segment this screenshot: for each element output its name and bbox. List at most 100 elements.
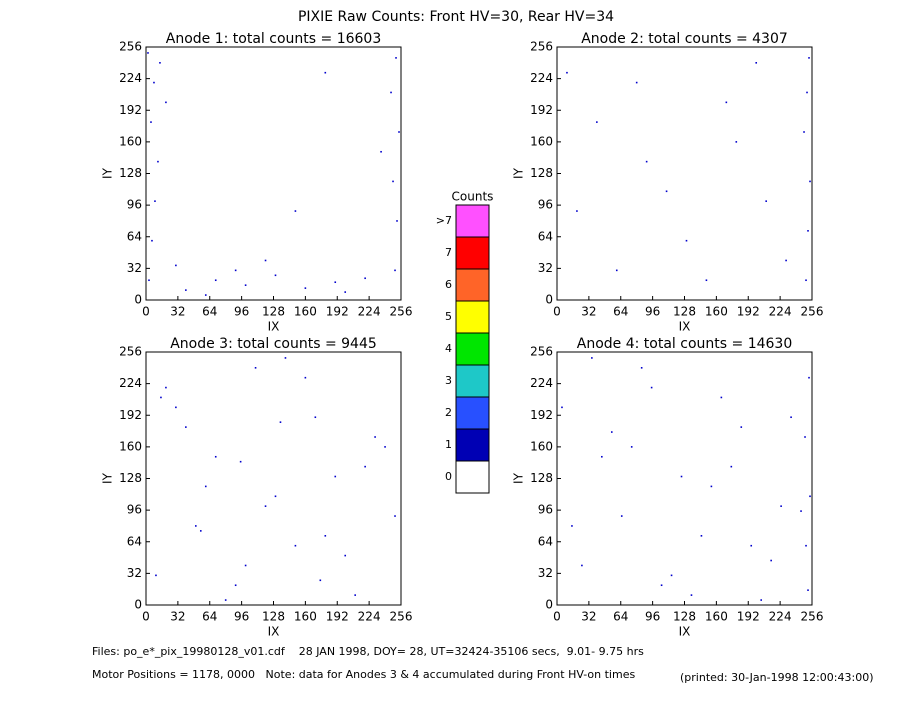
x-tick-label: 256: [801, 610, 824, 624]
count-dot: [224, 599, 227, 601]
count-dot: [264, 259, 267, 262]
count-dot: [805, 279, 807, 282]
x-tick-label: 0: [142, 610, 150, 624]
y-tick-label: 0: [134, 293, 142, 307]
count-dot: [710, 485, 713, 488]
y-tick-label: 96: [127, 503, 142, 517]
count-dot: [610, 431, 613, 433]
count-dot: [155, 574, 157, 577]
plot-frame: [556, 351, 813, 606]
x-tick-label: 224: [769, 305, 792, 319]
count-dot: [234, 584, 237, 587]
x-tick-label: 128: [673, 305, 696, 319]
x-tick-label: 224: [358, 305, 381, 319]
count-dot: [685, 239, 688, 242]
count-dot: [344, 291, 347, 293]
page-title: PIXIE Raw Counts: Front HV=30, Rear HV=3…: [298, 9, 614, 25]
panel-title: Anode 3: total counts = 9445: [170, 336, 377, 352]
count-dot: [390, 91, 392, 94]
count-dot: [808, 376, 810, 379]
count-dot: [148, 279, 150, 282]
count-dot: [204, 294, 207, 296]
count-dot: [175, 406, 177, 409]
count-dot: [630, 446, 633, 448]
y-tick-label: 128: [530, 166, 553, 180]
y-tick-label: 224: [119, 376, 142, 390]
color-box: [455, 236, 490, 270]
y-tick-label: 128: [119, 166, 142, 180]
count-dot: [765, 200, 767, 202]
count-dot: [620, 515, 623, 517]
count-dot: [244, 564, 247, 567]
x-tick-label: 96: [234, 610, 249, 624]
count-dot: [680, 475, 683, 478]
color-box: [455, 300, 490, 334]
count-dot: [153, 81, 155, 84]
y-tick-label: 96: [127, 198, 142, 212]
count-dot: [808, 57, 810, 59]
x-tick-label: 128: [262, 610, 285, 624]
count-dot: [800, 510, 802, 512]
x-tick-label: 256: [390, 305, 413, 319]
count-dot: [334, 281, 337, 284]
count-dot: [760, 599, 762, 601]
count-dot: [150, 121, 152, 123]
count-dot: [160, 396, 162, 399]
count-dot: [254, 367, 257, 369]
count-dot: [185, 289, 187, 291]
y-tick-label: 64: [538, 229, 553, 243]
plot-frame: [556, 46, 813, 301]
count-dot: [596, 121, 598, 123]
x-axis-label: IX: [268, 320, 280, 334]
count-dot: [640, 367, 643, 369]
y-tick-label: 96: [538, 503, 553, 517]
count-dot: [204, 485, 207, 488]
y-tick-label: 64: [127, 534, 142, 548]
y-tick-label: 128: [530, 471, 553, 485]
count-dot: [199, 530, 202, 532]
count-dot: [344, 554, 347, 557]
x-tick-label: 256: [801, 305, 824, 319]
y-tick-label: 0: [545, 598, 553, 612]
count-dot: [151, 239, 153, 242]
x-tick-label: 64: [202, 305, 217, 319]
count-dot: [601, 455, 603, 458]
y-tick-label: 32: [538, 566, 553, 580]
footer-printed: (printed: 30-Jan-1998 12:00:43:00): [680, 671, 874, 684]
x-tick-label: 224: [769, 610, 792, 624]
colorbar-label: 4: [445, 342, 452, 355]
count-dot: [374, 436, 376, 438]
panel-title: Anode 4: total counts = 14630: [577, 336, 792, 352]
count-dot: [394, 515, 396, 517]
color-box: [455, 364, 490, 398]
colorbar-label: 5: [445, 310, 452, 323]
color-box: [455, 460, 490, 494]
count-dot: [805, 544, 807, 547]
y-tick-label: 0: [134, 598, 142, 612]
count-dot: [214, 279, 217, 282]
x-tick-label: 256: [390, 610, 413, 624]
colorbar-title: Counts: [452, 190, 494, 204]
y-tick-label: 224: [119, 71, 142, 85]
x-tick-label: 0: [553, 610, 561, 624]
y-tick-label: 160: [119, 134, 142, 148]
count-dot: [735, 141, 738, 143]
count-dot: [304, 287, 307, 289]
x-tick-label: 32: [170, 305, 185, 319]
colorbar-label: 3: [445, 374, 452, 387]
count-dot: [665, 190, 668, 193]
count-dot: [165, 386, 167, 389]
x-tick-label: 32: [170, 610, 185, 624]
count-dot: [650, 386, 653, 389]
count-dot: [780, 505, 782, 507]
count-dot: [807, 230, 809, 232]
count-dot: [395, 57, 397, 59]
count-dot: [159, 62, 161, 64]
count-dot: [279, 421, 282, 423]
count-dot: [364, 465, 366, 468]
count-dot: [571, 525, 573, 527]
colorbar-label: 6: [445, 278, 452, 291]
y-tick-label: 192: [119, 408, 142, 422]
